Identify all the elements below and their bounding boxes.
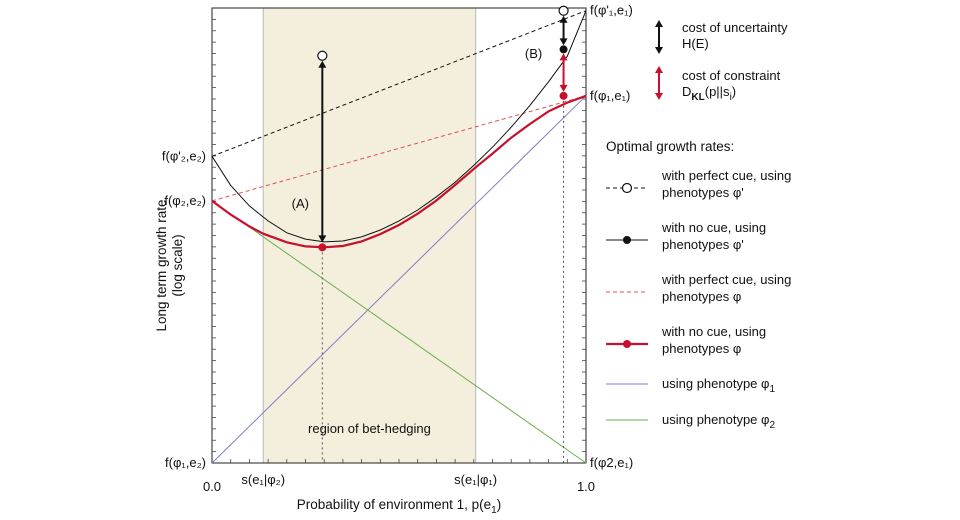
legend-entry: using phenotype φ1 [606, 376, 775, 395]
open-circle-marker [558, 5, 569, 16]
annotation-a-label: (A) [292, 196, 309, 211]
cost-of-uncertainty-arrow-icon [655, 20, 663, 54]
legend-entry-label: with perfect cue, using [661, 168, 791, 183]
y-axis-title-line1: Long term growth rate [154, 199, 169, 331]
arrow-head [559, 53, 568, 61]
arrow-head [559, 15, 568, 23]
open-circle-marker [317, 50, 328, 61]
left-axis-label: f(φ'₂,e₂) [162, 148, 206, 163]
y-axis-title: Long term growth rate (log scale) [154, 199, 185, 331]
x-tick-label: 1.0 [577, 479, 595, 494]
legend-entry-label: using phenotype φ1 [662, 376, 775, 395]
series-line [211, 200, 587, 464]
legend: cost of uncertainty H(E) cost of constra… [606, 20, 791, 431]
right-axis-label: f(φ₁,e₁) [590, 88, 630, 103]
arrow-head [655, 47, 663, 54]
x-tick-label: 0.0 [203, 479, 221, 494]
legend-entry-label: with perfect cue, using [661, 272, 791, 287]
legend-marker [623, 236, 631, 244]
black-dot-marker [559, 45, 568, 54]
series-line [211, 95, 587, 464]
right-axis-label: f(φ'₁,e₁) [590, 3, 633, 18]
arrow-head [318, 60, 327, 68]
legend-entry-label: using phenotype φ2 [662, 412, 775, 431]
legend-marker [621, 182, 633, 194]
arrow-head [655, 66, 663, 73]
legend-entry-label: phenotypes φ' [662, 185, 744, 200]
arrow-head [318, 235, 327, 243]
bet-hedging-region [263, 8, 476, 463]
legend-key-label: DKL(p||si) [682, 84, 736, 103]
legend-marker [623, 340, 631, 348]
arrow-head [559, 38, 568, 46]
arrow-head [655, 93, 663, 100]
left-axis-label: f(φ₁,e₂) [165, 455, 206, 470]
legend-key-label: cost of uncertainty [682, 20, 788, 35]
legend-entry: with perfect cue, using phenotypes φ [606, 272, 791, 304]
series-layer [211, 10, 587, 464]
legend-key-label: H(E) [682, 36, 709, 51]
legend-entry: with no cue, using phenotypes φ [606, 324, 766, 356]
legend-entry: with perfect cue, using phenotypes φ' [606, 168, 791, 200]
legend-title: Optimal growth rates: [606, 139, 734, 154]
legend-symbol [606, 340, 648, 348]
legend-entry-label: with no cue, using [661, 324, 766, 339]
series-line [211, 10, 587, 157]
arrow-head [559, 84, 568, 92]
y-axis-title-line2: (log scale) [170, 234, 185, 296]
legend-symbol [606, 236, 648, 244]
markers-layer [317, 5, 569, 252]
legend-entries: with perfect cue, using phenotypes φ' wi… [606, 168, 791, 431]
legend-entry-label: phenotypes φ [662, 289, 741, 304]
left-axis-label: f(φ₂,e₂) [164, 193, 206, 208]
x-tick-label-region-end: s(e₁|φ₁) [454, 472, 497, 487]
legend-symbol [606, 182, 648, 194]
cost-of-constraint-arrow-icon [655, 66, 663, 100]
legend-entry-label: with no cue, using [661, 220, 766, 235]
series-line [211, 10, 587, 243]
annotation-layer [318, 15, 568, 463]
red-dot-marker [559, 91, 568, 100]
x-axis-title: Probability of environment 1, p(e1) [297, 497, 501, 516]
legend-key-label: cost of constraint [682, 68, 781, 83]
legend-entry-label: phenotypes φ' [662, 237, 744, 252]
series-line [211, 94, 587, 249]
legend-entry: with no cue, using phenotypes φ' [606, 220, 766, 252]
right-axis-label: f(φ2,e₁) [590, 455, 633, 470]
x-tick-label-region-start: s(e₁|φ₂) [241, 472, 285, 487]
legend-entry-label: phenotypes φ [662, 341, 741, 356]
red-dot-marker [318, 243, 327, 252]
legend-entry: using phenotype φ2 [606, 412, 775, 431]
region-label: region of bet-hedging [308, 421, 431, 436]
annotation-b-label: (B) [525, 46, 542, 61]
arrow-head [655, 20, 663, 27]
